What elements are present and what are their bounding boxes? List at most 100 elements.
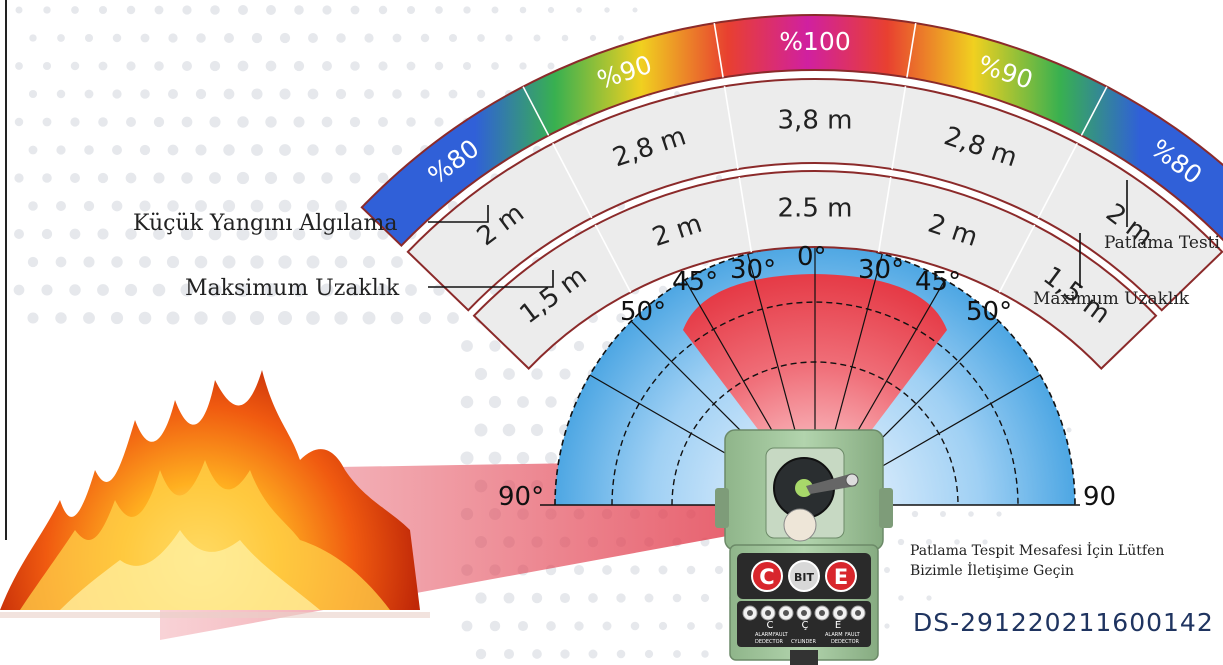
background-dot	[362, 311, 376, 325]
angle-center-0: 0°	[797, 242, 827, 272]
e-button[interactable]	[825, 560, 857, 592]
background-dot	[658, 621, 668, 631]
background-dot	[237, 116, 249, 128]
terminal-label-alarm-2: ALARM	[825, 632, 843, 638]
test-lamp	[783, 508, 817, 542]
background-dot	[503, 648, 515, 660]
terminal-screw-head	[819, 610, 825, 616]
background-dot	[154, 61, 164, 71]
background-dot	[111, 200, 123, 212]
angle-left-30: 30°	[730, 255, 776, 285]
background-dot	[265, 116, 277, 128]
background-dot	[210, 5, 220, 15]
background-dot	[715, 622, 723, 630]
background-dot	[83, 200, 95, 212]
arc-divider	[552, 143, 593, 219]
background-dot	[98, 61, 108, 71]
background-dot	[559, 592, 571, 604]
background-dot	[531, 368, 543, 380]
background-dot	[182, 5, 192, 15]
background-dot	[406, 117, 416, 127]
background-dot	[350, 61, 360, 71]
background-dot	[195, 144, 207, 156]
sensor-shutter-arm	[806, 474, 856, 494]
background-dot	[463, 6, 471, 14]
background-dot	[97, 228, 109, 240]
background-dot	[321, 116, 333, 128]
terminal-screw-head	[801, 610, 807, 616]
background-dot	[377, 172, 389, 184]
c-button-label: C	[759, 565, 774, 589]
background-dot	[912, 567, 918, 573]
background-dot	[968, 511, 974, 517]
background-dot	[138, 311, 152, 325]
background-dot	[167, 200, 179, 212]
angle-right-50: 50°	[966, 297, 1012, 327]
background-dot	[222, 199, 236, 213]
background-dot	[41, 228, 53, 240]
contact-note-line-2: Bizimle İletişime Geçin	[910, 561, 1074, 579]
background-dot	[477, 34, 485, 42]
bit-button-label: BIT	[794, 571, 814, 584]
background-dot	[884, 623, 890, 629]
background-dot	[531, 592, 543, 604]
background-dot	[167, 144, 179, 156]
background-dot	[320, 283, 334, 297]
terminal-label-dedector-2: DEDECTOR	[831, 639, 859, 645]
background-dot	[42, 173, 52, 183]
angle-right-90: 90	[1083, 482, 1116, 512]
background-dot	[84, 89, 94, 99]
terminal-label-dedector-1: DEDECTOR	[755, 639, 783, 645]
background-dot	[112, 33, 122, 43]
background-dot	[519, 6, 527, 14]
background-dot	[168, 89, 178, 99]
terminal-letter-e: E	[835, 620, 841, 631]
background-dot	[488, 451, 502, 465]
background-dot	[378, 117, 388, 127]
background-dot	[209, 172, 221, 184]
background-dot	[897, 538, 905, 546]
background-dot	[306, 199, 320, 213]
background-dot	[335, 200, 347, 212]
background-dot	[476, 89, 486, 99]
angle-right-30: 30°	[858, 255, 904, 285]
background-dot	[264, 171, 278, 185]
terminal-screw-head	[783, 610, 789, 616]
arc-divider	[877, 176, 892, 253]
background-dot	[364, 33, 374, 43]
background-dot	[982, 539, 988, 545]
background-dot	[559, 368, 571, 380]
background-dot	[56, 89, 66, 99]
background-dot	[110, 311, 124, 325]
background-dot	[70, 117, 80, 127]
background-dot	[576, 7, 582, 13]
background-dot	[488, 395, 502, 409]
range-arcs: %80%90%100%90%802 m2,8 m3,8 m2,8 m2 m1,5…	[360, 14, 1223, 370]
arc-divider	[738, 176, 753, 253]
terminal-screw-head	[747, 610, 753, 616]
fire-illustration	[0, 370, 420, 610]
background-dot	[278, 255, 292, 269]
background-dot	[55, 256, 67, 268]
background-dot	[126, 5, 136, 15]
background-dot	[911, 510, 919, 518]
background-dot	[250, 255, 264, 269]
background-dot	[166, 255, 180, 269]
background-dot	[294, 5, 304, 15]
background-dot	[644, 593, 654, 603]
terminal-letter-cc: Ç	[802, 620, 809, 631]
background-dot	[140, 89, 150, 99]
c-button[interactable]	[751, 560, 783, 592]
terminal-screw-head	[837, 610, 843, 616]
background-dot	[687, 622, 695, 630]
background-dot	[57, 34, 65, 42]
background-dot	[320, 227, 334, 241]
background-dot	[223, 144, 235, 156]
background-dot	[126, 61, 136, 71]
background-dot	[376, 283, 390, 297]
background-dot	[278, 199, 292, 213]
background-dot	[195, 200, 207, 212]
background-dot	[547, 62, 555, 70]
background-dot	[673, 650, 681, 658]
bit-button[interactable]	[788, 560, 820, 592]
